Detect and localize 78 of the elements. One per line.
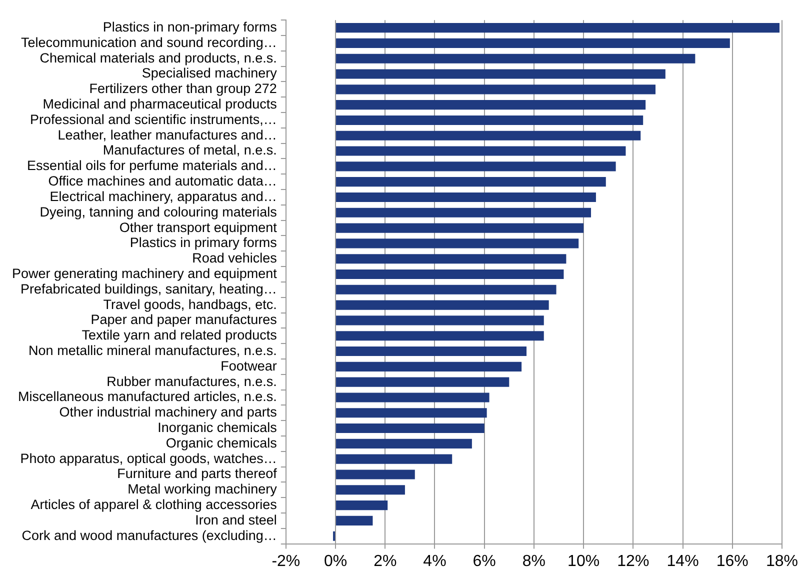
- x-tick-label: 10%: [568, 552, 600, 570]
- bar: [336, 485, 405, 495]
- x-tick-label: 4%: [423, 552, 446, 570]
- bar: [336, 284, 556, 294]
- y-tick-label: Office machines and automatic data…: [48, 174, 277, 189]
- bar: [336, 100, 646, 110]
- bar: [336, 346, 527, 356]
- y-tick-label: Travel goods, handbags, etc.: [103, 296, 277, 312]
- y-tick-label: Other transport equipment: [119, 220, 278, 235]
- x-tick-label: 8%: [522, 552, 546, 570]
- bar: [336, 38, 730, 48]
- bar: [336, 516, 373, 526]
- x-tick-label: 18%: [766, 552, 798, 570]
- bar: [336, 54, 696, 64]
- x-tick-label: 6%: [472, 552, 496, 570]
- bar: [336, 424, 484, 434]
- y-tick-label: Professional and scientific instruments,…: [30, 112, 277, 127]
- x-tick-label: 2%: [374, 552, 397, 570]
- bar: [336, 115, 644, 125]
- bar: [336, 177, 606, 187]
- y-tick-label: Manufactures of metal, n.e.s.: [102, 142, 277, 158]
- y-tick-label: Photo apparatus, optical goods, watches…: [20, 450, 277, 466]
- y-tick-label: Road vehicles: [192, 250, 278, 266]
- x-tick-label: 14%: [666, 552, 699, 570]
- y-tick-label: Essential oils for perfume materials and…: [27, 158, 277, 174]
- y-tick-label: Footwear: [220, 358, 278, 374]
- x-tick-label: 0%: [324, 552, 348, 570]
- y-tick-label: Dyeing, tanning and colouring materials: [40, 204, 278, 220]
- bar: [336, 392, 490, 402]
- bar: [336, 269, 564, 280]
- y-tick-label: Organic chemicals: [166, 435, 278, 450]
- y-tick-label: Plastics in non-primary forms: [102, 20, 278, 35]
- bar: [336, 470, 415, 480]
- bar: [336, 146, 626, 156]
- y-tick-label: Furniture and parts thereof: [117, 466, 278, 482]
- bar: [336, 362, 522, 372]
- bar: [336, 408, 487, 418]
- y-tick-label: Plastics in primary forms: [130, 235, 278, 250]
- y-tick-label: Rubber manufactures, n.e.s.: [106, 374, 277, 389]
- x-tick-label: -2%: [272, 552, 300, 570]
- y-tick-label: Prefabricated buildings, sanitary, heating…: [20, 281, 277, 296]
- y-tick-label: Electrical machinery, apparatus and…: [50, 188, 277, 204]
- bar: [336, 331, 544, 341]
- bar: [336, 162, 616, 172]
- y-tick-label: Fertilizers other than group 272: [89, 81, 277, 96]
- bar: [336, 438, 472, 448]
- y-tick-label: Leather, leather manufactures and…: [58, 127, 277, 142]
- x-tick-label: 16%: [716, 552, 748, 570]
- bar: [336, 254, 566, 264]
- bar: [336, 316, 544, 326]
- y-tick-label: Textile yarn and related products: [82, 328, 278, 343]
- y-tick-label: Non metallic mineral manufactures, n.e.s.: [28, 342, 277, 358]
- x-tick-label: 12%: [617, 552, 650, 570]
- bar: [336, 208, 592, 218]
- y-tick-label: Specialised machinery: [142, 66, 278, 81]
- y-tick-label: Iron and steel: [195, 512, 277, 528]
- bar: [336, 377, 510, 387]
- bar: [336, 238, 579, 248]
- y-tick-label: Chemical materials and products, n.e.s.: [40, 50, 277, 66]
- y-tick-label: Miscellaneous manufactured articles, n.e.s.: [18, 389, 277, 404]
- y-tick-label: Telecommunication and sound recording…: [21, 34, 277, 50]
- bar: [336, 500, 388, 510]
- bar: [336, 454, 452, 464]
- y-tick-label: Power generating machinery and equipment: [12, 266, 278, 281]
- y-tick-label: Inorganic chemicals: [158, 420, 278, 435]
- bar: [336, 84, 656, 94]
- bar: [336, 23, 780, 33]
- bar: [336, 130, 641, 140]
- bar: [336, 69, 666, 79]
- bar: [336, 300, 549, 310]
- y-tick-label: Articles of apparel & clothing accessories: [30, 497, 278, 512]
- y-tick-label: Medicinal and pharmaceutical products: [42, 96, 278, 112]
- bar: [336, 192, 596, 202]
- bar: [336, 223, 584, 233]
- y-tick-label: Paper and paper manufactures: [90, 312, 278, 328]
- y-tick-label: Cork and wood manufactures (excluding…: [22, 528, 277, 543]
- y-tick-label: Other industrial machinery and parts: [59, 404, 278, 420]
- y-tick-label: Metal working machinery: [128, 482, 278, 497]
